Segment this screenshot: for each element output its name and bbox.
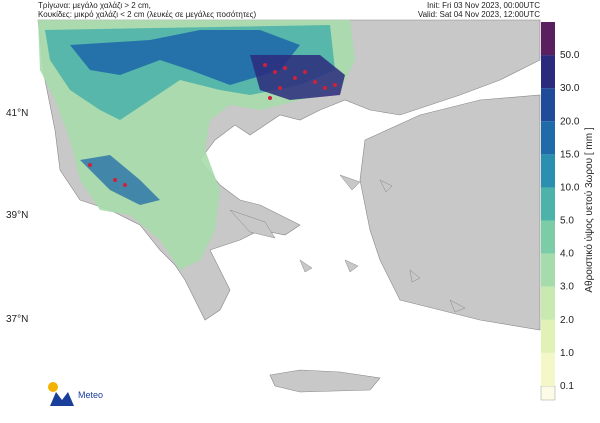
colorbar-label: 50.0	[560, 50, 580, 61]
colorbar-label: 3.0	[560, 282, 574, 293]
header-right: Valid: Sat 04 Nov 2023, 12:00UTC	[418, 10, 540, 19]
colorbar-band	[541, 55, 555, 89]
colorbar-band	[541, 319, 555, 353]
colorbar-band	[541, 154, 555, 188]
colorbar-label: 5.0	[560, 216, 574, 227]
precip-west	[80, 155, 160, 205]
colorbar-label: 15.0	[560, 149, 580, 160]
lat-labels: 41°N 39°N 37°N	[6, 108, 28, 325]
colorbar-label: 0.1	[560, 381, 574, 392]
colorbar-label: 30.0	[560, 83, 580, 94]
colorbar-band	[541, 187, 555, 221]
colorbar-band	[541, 220, 555, 254]
logo-dot	[48, 382, 58, 392]
colorbar-label: 20.0	[560, 116, 580, 127]
lat-label: 41°N	[6, 108, 28, 119]
precip-heavy	[70, 30, 300, 85]
logo: Meteo	[48, 382, 103, 406]
colorbar-band	[541, 22, 555, 56]
colorbar-label: 1.0	[560, 348, 574, 359]
colorbar-label: 4.0	[560, 249, 574, 260]
logo-mark	[50, 392, 74, 406]
logo-name: Meteo	[78, 390, 103, 400]
colorbar-band	[541, 352, 555, 386]
colorbar-base	[540, 385, 556, 401]
colorbar-band	[541, 253, 555, 287]
map: 41°N 39°N 37°N	[6, 19, 541, 393]
colorbar-band	[541, 88, 555, 122]
colorbar: 0.1 1.0 2.0 3.0 4.0 5.0 10.0 15.0 20.0 30.0 50.0	[540, 22, 580, 401]
hail-markers	[88, 63, 337, 187]
colorbar-title: Αθροιστικό ύψος υετού 3ωρου [ mm ]	[583, 127, 595, 292]
colorbar-label: 10.0	[560, 182, 580, 193]
colorbar-band	[541, 121, 555, 155]
turkey	[359, 94, 541, 331]
lat-label: 37°N	[6, 314, 28, 325]
colorbar-label: 2.0	[560, 315, 574, 326]
header-left: Κουκίδες: μικρό χαλάζι < 2 cm (λευκές σε…	[38, 10, 256, 19]
colorbar-band	[541, 286, 555, 320]
header-left: Τρίγωνα: μεγάλο χαλάζι > 2 cm,	[38, 1, 151, 10]
header-right: Init: Fri 03 Nov 2023, 00:00UTC	[427, 1, 540, 10]
crete	[269, 369, 381, 393]
lat-label: 39°N	[6, 210, 28, 221]
header: Τρίγωνα: μεγάλο χαλάζι > 2 cm, Κουκίδες:…	[38, 1, 540, 19]
islands	[229, 174, 466, 313]
precip-core	[250, 55, 345, 100]
